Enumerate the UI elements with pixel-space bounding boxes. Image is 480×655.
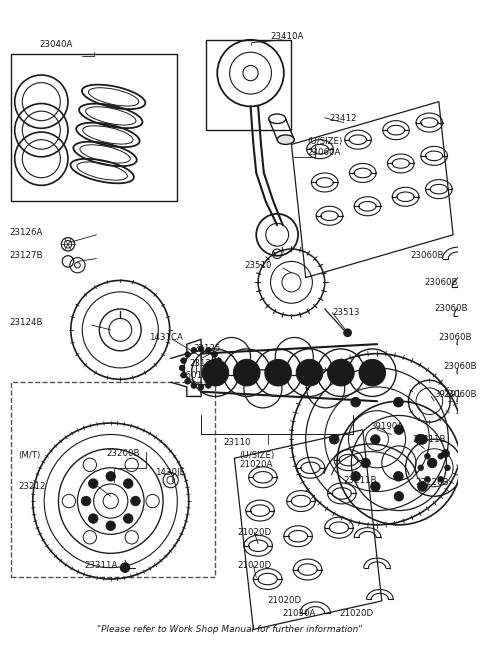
Circle shape [106, 521, 116, 531]
Text: 23060B: 23060B [444, 390, 477, 399]
Circle shape [81, 496, 91, 506]
Text: "Please refer to Work Shop Manual for further information": "Please refer to Work Shop Manual for fu… [97, 625, 362, 634]
Text: 23120: 23120 [190, 359, 217, 367]
Text: 21020A: 21020A [239, 460, 273, 470]
Circle shape [361, 458, 371, 468]
Text: 1430JE: 1430JE [156, 468, 185, 477]
Circle shape [198, 384, 204, 390]
Circle shape [371, 482, 380, 491]
Circle shape [415, 434, 425, 444]
Text: 23510: 23510 [244, 261, 271, 270]
Text: 21020D: 21020D [268, 597, 302, 605]
Circle shape [351, 472, 360, 481]
Text: 21020D: 21020D [237, 528, 271, 537]
Circle shape [296, 360, 323, 386]
Circle shape [123, 479, 133, 489]
Circle shape [191, 383, 197, 388]
Text: 23060A: 23060A [308, 147, 341, 157]
Circle shape [265, 360, 291, 386]
Text: 23060B: 23060B [425, 278, 458, 287]
Text: 23226B: 23226B [415, 477, 449, 487]
Text: 23040A: 23040A [40, 40, 73, 49]
Circle shape [120, 563, 130, 572]
Text: 23211B: 23211B [344, 476, 377, 485]
Ellipse shape [277, 135, 294, 145]
Text: 23125: 23125 [193, 345, 221, 354]
Text: 23311B: 23311B [412, 435, 446, 443]
Bar [11, 54, 177, 202]
Circle shape [394, 398, 403, 407]
Circle shape [394, 472, 403, 481]
Text: 23060B: 23060B [444, 362, 477, 371]
Circle shape [233, 360, 260, 386]
Text: 23311A: 23311A [84, 561, 118, 571]
Text: 23200B: 23200B [107, 449, 140, 458]
Circle shape [191, 348, 197, 353]
Circle shape [205, 383, 211, 388]
Bar [206, 40, 291, 130]
Circle shape [123, 514, 133, 523]
Text: 23124B: 23124B [9, 318, 43, 327]
Text: (M/T): (M/T) [19, 451, 41, 460]
Text: 23212: 23212 [19, 482, 46, 491]
Circle shape [106, 472, 116, 481]
Circle shape [216, 372, 222, 378]
Circle shape [371, 435, 380, 444]
Circle shape [88, 514, 98, 523]
Circle shape [359, 360, 385, 386]
Text: 23060B: 23060B [439, 333, 472, 342]
Circle shape [198, 346, 204, 352]
Circle shape [327, 360, 354, 386]
Text: 21020D: 21020D [237, 561, 271, 571]
Circle shape [217, 365, 223, 371]
Circle shape [202, 360, 228, 386]
Circle shape [438, 453, 444, 459]
Text: 23110: 23110 [224, 438, 251, 447]
Text: 23513: 23513 [332, 309, 360, 317]
Text: 21020D: 21020D [339, 608, 373, 618]
Text: (U/SIZE): (U/SIZE) [308, 137, 343, 146]
Circle shape [427, 458, 437, 468]
Text: 23126A: 23126A [9, 229, 42, 237]
Text: 39191: 39191 [434, 390, 461, 399]
Circle shape [88, 479, 98, 489]
Circle shape [179, 365, 185, 371]
Circle shape [180, 358, 186, 364]
Circle shape [418, 435, 427, 444]
Circle shape [180, 372, 186, 378]
Text: 23060B: 23060B [410, 252, 444, 260]
Text: 21030A: 21030A [282, 608, 315, 618]
Bar [11, 382, 216, 577]
Circle shape [425, 453, 430, 459]
Text: 1431CA: 1431CA [149, 333, 183, 342]
Circle shape [394, 491, 404, 501]
Circle shape [438, 476, 444, 482]
Circle shape [444, 465, 450, 471]
Circle shape [212, 352, 217, 358]
Circle shape [329, 434, 339, 444]
Circle shape [394, 425, 404, 434]
Text: 23127B: 23127B [9, 252, 43, 260]
Circle shape [185, 379, 191, 384]
Circle shape [185, 352, 191, 358]
Circle shape [442, 450, 449, 457]
Text: 23410A: 23410A [270, 33, 303, 41]
Circle shape [418, 482, 427, 491]
Circle shape [216, 358, 222, 364]
Circle shape [344, 329, 351, 337]
Text: (U/SIZE): (U/SIZE) [239, 451, 275, 460]
Circle shape [212, 379, 217, 384]
Text: 39190A: 39190A [371, 422, 404, 432]
Circle shape [351, 398, 360, 407]
Text: 23060B: 23060B [434, 305, 468, 314]
Text: 23412: 23412 [329, 114, 357, 123]
Circle shape [205, 348, 211, 353]
Circle shape [425, 476, 430, 482]
Circle shape [418, 465, 424, 471]
Circle shape [131, 496, 140, 506]
Text: 1601DG: 1601DG [180, 371, 216, 380]
